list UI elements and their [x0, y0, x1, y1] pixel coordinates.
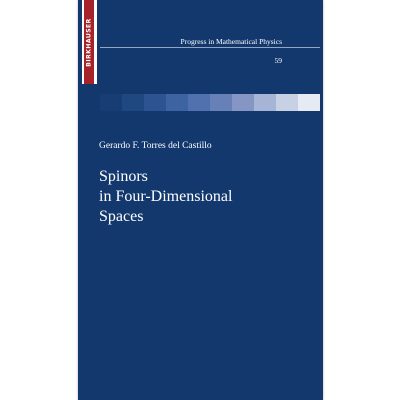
- gradient-segment: [232, 94, 254, 111]
- title-line: Spaces: [99, 208, 144, 225]
- publisher-name: BIRKHAUSER: [85, 17, 93, 67]
- series-divider: [100, 47, 320, 48]
- title-line: in Four-Dimensional: [99, 188, 233, 205]
- gradient-segment: [188, 94, 210, 111]
- publisher-logo: BIRKHAUSER: [84, 0, 94, 84]
- title-line: Spinors: [99, 168, 148, 185]
- book-title: Spinors in Four-Dimensional Spaces: [99, 167, 232, 227]
- gradient-segment: [276, 94, 298, 111]
- gradient-segment: [122, 94, 144, 111]
- gradient-segment: [298, 94, 320, 111]
- book-cover: BIRKHAUSER Progress in Mathematical Phys…: [78, 0, 323, 400]
- author-name: Gerardo F. Torres del Castillo: [99, 141, 212, 151]
- series-title: Progress in Mathematical Physics: [180, 37, 282, 46]
- gradient-segment: [100, 94, 122, 111]
- gradient-segment: [210, 94, 232, 111]
- gradient-segment: [254, 94, 276, 111]
- color-gradient-bar: [100, 94, 320, 111]
- gradient-segment: [144, 94, 166, 111]
- publisher-strip: BIRKHAUSER: [82, 0, 97, 84]
- series-volume: 59: [274, 56, 283, 65]
- gradient-segment: [166, 94, 188, 111]
- publisher-band: BIRKHAUSER: [84, 0, 94, 84]
